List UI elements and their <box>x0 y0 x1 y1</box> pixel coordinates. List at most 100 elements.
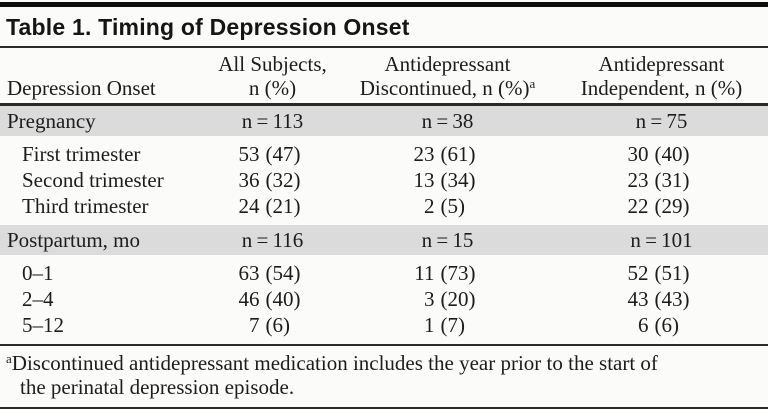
table-cell: 46 (40) <box>205 287 340 312</box>
cell-count: 1 <box>424 312 435 337</box>
row-label: Second trimester <box>22 167 164 192</box>
cell-percent: (29) <box>654 193 690 218</box>
column-header-line: All Subjects, <box>218 52 327 76</box>
column-header-line: Discontinued, n (%)a <box>340 76 555 100</box>
column-header-text: Discontinued, n (%) <box>359 76 530 100</box>
cell-percent: (6) <box>265 312 291 337</box>
table-cell: 7 (6) <box>205 313 340 338</box>
cell-percent: (54) <box>265 260 301 285</box>
row-label: 0–1 <box>22 260 54 285</box>
column-header-label: Depression Onset <box>7 76 156 100</box>
cell-percent: (32) <box>265 167 301 192</box>
cell-count: 2 <box>424 193 435 218</box>
cell-percent: (43) <box>654 286 690 311</box>
cell-count: 6 <box>638 312 649 337</box>
cell-percent: (6) <box>654 312 680 337</box>
section-n-value: n = 38 <box>421 108 474 133</box>
table-cell: 36 (32) <box>205 168 340 193</box>
table-cell: 63 (54) <box>205 261 340 286</box>
section-n-value: n = 113 <box>241 108 304 133</box>
top-rule <box>0 2 768 7</box>
footnote: aDiscontinued antidepressant medication … <box>0 346 768 402</box>
table-row: Third trimester 24 (21) 2 (5) 22 (29) <box>0 193 768 219</box>
table-cell: 43 (43) <box>555 287 768 312</box>
section-n-value: n = 75 <box>635 108 688 133</box>
cell-count: 24 <box>238 193 260 218</box>
table-cell: 22 (29) <box>555 194 768 219</box>
footnote-text: Discontinued antidepressant medication i… <box>11 351 658 375</box>
footnote-line-2: the perinatal depression episode. <box>20 375 295 399</box>
table-cell: 24 (21) <box>205 194 340 219</box>
footnote-marker-superscript: a <box>6 351 12 366</box>
cell-count: 43 <box>627 286 649 311</box>
table-cell: 1 (7) <box>340 313 555 338</box>
footnote-line-1: aDiscontinued antidepressant medication … <box>6 351 762 375</box>
cell-percent: (61) <box>440 141 476 166</box>
table-cell: 53 (47) <box>205 142 340 167</box>
row-label: First trimester <box>22 141 141 166</box>
table-cell: 6 (6) <box>555 313 768 338</box>
column-header-antidepressant-discontinued: Antidepressant Discontinued, n (%)a <box>340 52 555 100</box>
cell-count: 22 <box>627 193 649 218</box>
column-header-all-subjects: All Subjects, n (%) <box>205 52 340 100</box>
cell-count: 52 <box>627 260 649 285</box>
column-header-line: Antidepressant <box>598 52 725 76</box>
cell-percent: (40) <box>265 286 301 311</box>
section-n-value: n = 116 <box>241 227 304 252</box>
column-header-line: Antidepressant <box>384 52 511 76</box>
table-row: First trimester 53 (47) 23 (61) 30 (40) <box>0 141 768 167</box>
section-label: Pregnancy <box>7 108 96 133</box>
row-label: Third trimester <box>22 193 149 218</box>
table-row: 0–1 63 (54) 11 (73) 52 (51) <box>0 260 768 286</box>
section-row-pregnancy: Pregnancy n = 113 n = 38 n = 75 <box>0 106 768 136</box>
cell-count: 13 <box>413 167 435 192</box>
table-cell: 23 (61) <box>340 142 555 167</box>
cell-count: 53 <box>238 141 260 166</box>
table-cell: 13 (34) <box>340 168 555 193</box>
table-title: Table 1. Timing of Depression Onset <box>6 14 410 40</box>
cell-count: 3 <box>424 286 435 311</box>
cell-count: 46 <box>238 286 260 311</box>
table-row: Second trimester 36 (32) 13 (34) 23 (31) <box>0 167 768 193</box>
table-cell: 2 (5) <box>340 194 555 219</box>
cell-count: 23 <box>627 167 649 192</box>
cell-count: 63 <box>238 260 260 285</box>
row-label: 5–12 <box>22 312 64 337</box>
title-rule <box>0 46 768 48</box>
table-cell: 30 (40) <box>555 142 768 167</box>
cell-percent: (34) <box>440 167 476 192</box>
cell-percent: (31) <box>654 167 690 192</box>
cell-count: 36 <box>238 167 260 192</box>
cell-percent: (21) <box>265 193 301 218</box>
footnote-rule <box>0 344 768 346</box>
footnote-marker-superscript: a <box>529 76 536 91</box>
table-row: 2–4 46 (40) 3 (20) 43 (43) <box>0 286 768 312</box>
postpartum-rows: 0–1 63 (54) 11 (73) 52 (51) 2–4 46 (40) 3 (20… <box>0 255 768 344</box>
table-cell: 3 (20) <box>340 287 555 312</box>
cell-percent: (47) <box>265 141 301 166</box>
table-row: 5–12 7 (6) 1 (7) 6 (6) <box>0 312 768 338</box>
cell-percent: (7) <box>440 312 466 337</box>
section-label: Postpartum, mo <box>7 227 141 252</box>
table-cell: 11 (73) <box>340 261 555 286</box>
pregnancy-rows: First trimester 53 (47) 23 (61) 30 (40) Sec… <box>0 136 768 225</box>
row-label: 2–4 <box>22 286 54 311</box>
column-header-line: n (%) <box>248 76 297 100</box>
column-header-line: Independent, n (%) <box>580 76 743 100</box>
cell-count: 11 <box>414 260 435 285</box>
column-header-antidepressant-independent: Antidepressant Independent, n (%) <box>555 52 768 100</box>
cell-percent: (40) <box>654 141 690 166</box>
cell-percent: (73) <box>440 260 476 285</box>
cell-percent: (51) <box>654 260 690 285</box>
table-cell: 23 (31) <box>555 168 768 193</box>
cell-percent: (20) <box>440 286 476 311</box>
table-cell: 52 (51) <box>555 261 768 286</box>
column-header-depression-onset: Depression Onset <box>0 76 205 100</box>
section-n-value: n = 15 <box>421 227 474 252</box>
cell-count: 7 <box>249 312 260 337</box>
section-row-postpartum: Postpartum, mo n = 116 n = 15 n = 101 <box>0 225 768 255</box>
section-n-value: n = 101 <box>630 227 693 252</box>
table-header-row: Depression Onset All Subjects, n (%) Ant… <box>0 48 768 106</box>
cell-count: 23 <box>413 141 435 166</box>
